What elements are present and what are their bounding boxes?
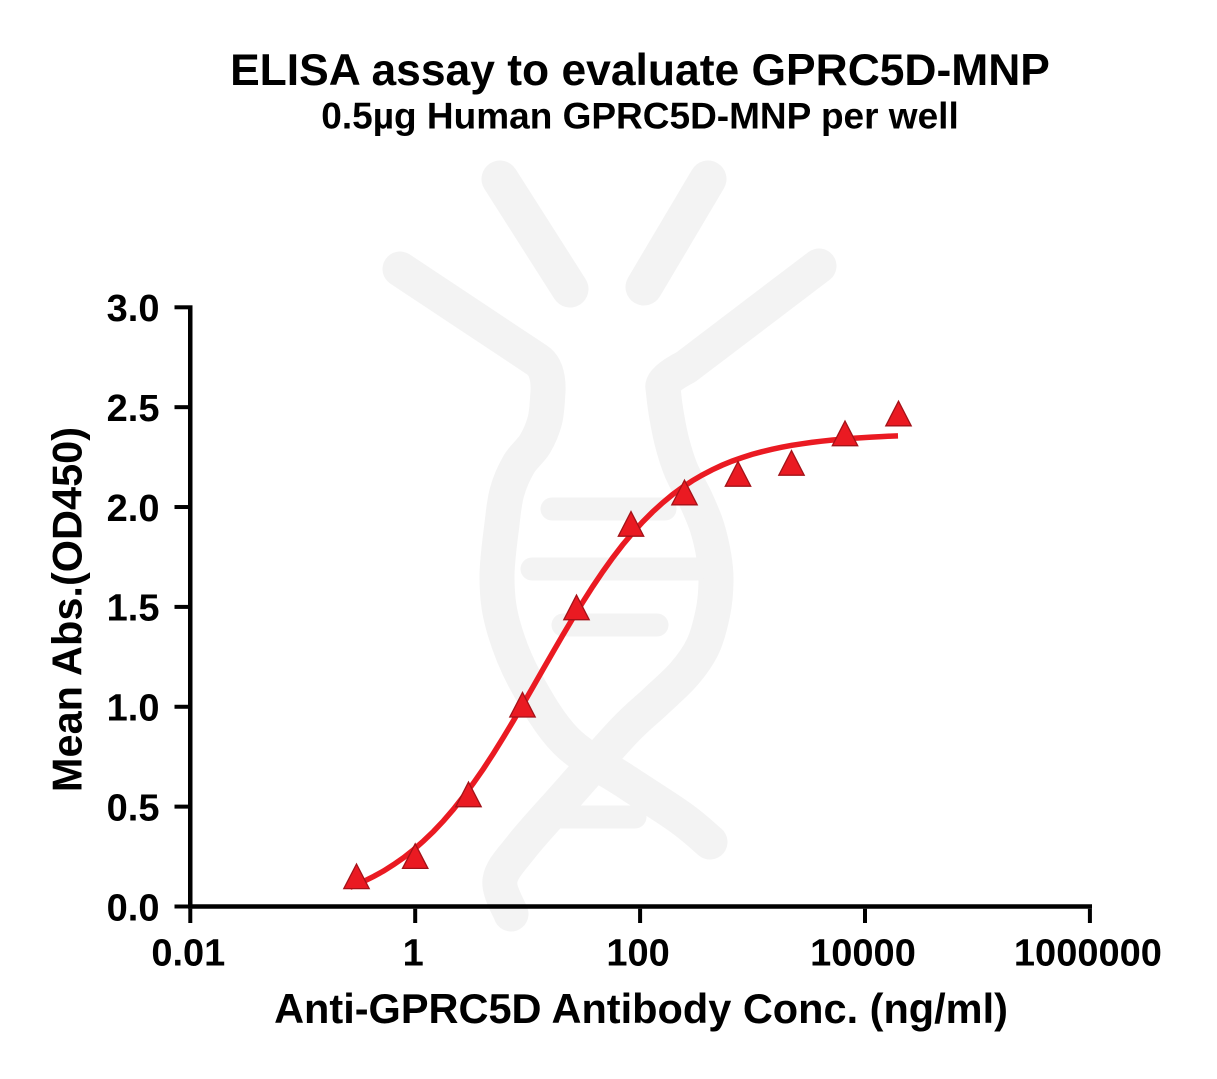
svg-text:10000: 10000 [810,933,916,975]
svg-text:Mean Abs.(OD450): Mean Abs.(OD450) [44,427,91,792]
svg-text:ELISA assay to evaluate GPRC5D: ELISA assay to evaluate GPRC5D-MNP [230,46,1050,95]
svg-text:Anti-GPRC5D Antibody Conc. (ng: Anti-GPRC5D Antibody Conc. (ng/ml) [274,985,1008,1032]
svg-text:2.5: 2.5 [107,388,160,430]
svg-text:3.0: 3.0 [107,288,160,330]
svg-text:1.0: 1.0 [107,688,160,730]
svg-text:2.0: 2.0 [107,488,160,530]
svg-text:0.0: 0.0 [107,887,160,929]
svg-text:0.5µg Human GPRC5D-MNP per wel: 0.5µg Human GPRC5D-MNP per well [321,96,958,137]
svg-text:100: 100 [606,933,669,975]
svg-text:1: 1 [403,933,424,975]
svg-text:0.01: 0.01 [151,933,225,975]
svg-text:0.5: 0.5 [107,787,160,829]
svg-text:1000000: 1000000 [1014,933,1162,975]
svg-text:1.5: 1.5 [107,588,160,630]
